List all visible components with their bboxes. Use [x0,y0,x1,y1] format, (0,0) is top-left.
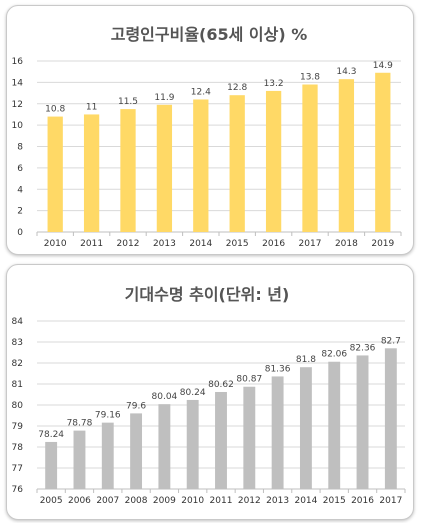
bar [83,114,100,232]
data-label: 10.8 [45,105,65,115]
x-tick-label: 2009 [153,496,176,506]
data-label: 12.8 [227,83,247,93]
bar [45,441,58,489]
y-tick-label: 78 [12,443,24,453]
y-tick-label: 8 [17,143,23,153]
x-tick-label: 2015 [323,496,346,506]
data-label: 12.4 [191,87,211,97]
y-tick-label: 12 [12,100,23,110]
bar [47,116,63,232]
data-label: 82.06 [321,350,347,360]
data-label: 81.36 [265,364,291,374]
x-tick-label: 2007 [96,496,119,506]
x-tick-label: 2012 [238,496,261,506]
bar [375,72,391,232]
bar [186,399,199,489]
data-label: 79.6 [126,401,146,411]
data-label: 80.62 [208,380,234,390]
x-tick-label: 2010 [181,496,204,506]
data-label: 14.9 [373,61,393,71]
elderly-ratio-chart: 고령인구비율(65세 이상) % 0 2 4 6 8 10 12 14 16 10.8 2010 11 2… [12,25,402,249]
data-label: 11.5 [118,97,138,107]
x-tick-label: 2016 [262,239,285,249]
y-tick-label: 81 [12,380,23,390]
bar [302,84,318,232]
data-label: 80.87 [236,375,262,385]
bar [193,99,209,232]
bar [101,422,114,489]
x-tick-label: 2013 [266,496,289,506]
bar [265,90,282,232]
data-label: 78.78 [67,419,93,429]
y-tick-label: 76 [12,485,24,495]
bar [384,348,397,489]
chart-title: 기대수명 추이(단위: 년) [125,285,290,304]
y-tick-label: 77 [12,464,23,474]
x-tick-label: 2014 [294,496,317,506]
bar [338,79,355,232]
x-tick-label: 2006 [68,496,91,506]
data-label: 80.04 [152,392,178,402]
y-tick-label: 82 [12,359,23,369]
data-label: 82.7 [381,336,401,346]
x-tick-label: 2010 [44,239,67,249]
data-label: 14.3 [336,67,356,77]
y-tick-label: 16 [12,57,24,67]
data-label: 11.9 [154,93,174,103]
elderly-ratio-chart-panel: 고령인구비율(65세 이상) % 0 2 4 6 8 10 12 14 16 10.8 2010 11 2… [6,5,414,255]
y-tick-label: 0 [17,228,23,238]
bar [229,95,245,232]
x-tick-label: 2011 [80,239,103,249]
bar [356,355,369,489]
y-tick-label: 2 [17,207,23,217]
data-label: 82.36 [350,343,376,353]
x-tick-label: 2016 [351,496,374,506]
x-tick-label: 2015 [226,239,249,249]
x-tick-label: 2018 [335,239,358,249]
bar [158,404,171,489]
bar [156,104,173,232]
data-label: 80.24 [180,388,206,398]
y-tick-label: 84 [12,317,24,327]
chart-title: 고령인구비율(65세 이상) % [111,25,308,44]
x-tick-label: 2013 [153,239,176,249]
data-label: 11 [86,102,97,112]
y-tick-label: 80 [12,401,24,411]
data-label: 78.24 [38,430,64,440]
y-tick-label: 4 [17,185,23,195]
bar [271,376,284,489]
bar [243,386,256,489]
x-tick-label: 2008 [125,496,148,506]
life-expectancy-chart-panel: 기대수명 추이(단위: 년) 76 77 78 79 80 81 82 83 84 78.24 200… [6,264,414,520]
bar [215,391,227,489]
bar [299,367,312,489]
y-tick-label: 6 [17,164,23,174]
x-tick-label: 2019 [371,239,394,249]
data-label: 13.2 [264,79,284,89]
y-tick-label: 79 [12,422,24,432]
bar [328,361,341,489]
bar [130,413,143,489]
data-label: 13.8 [300,73,320,83]
x-tick-label: 2014 [189,239,212,249]
x-tick-label: 2011 [210,496,233,506]
data-label: 81.8 [296,355,316,365]
y-tick-label: 83 [12,338,23,348]
x-tick-label: 2017 [299,239,322,249]
life-expectancy-chart: 기대수명 추이(단위: 년) 76 77 78 79 80 81 82 83 84 78.24 200… [12,285,406,506]
y-tick-label: 14 [12,78,24,88]
bar [73,430,86,489]
x-tick-label: 2017 [379,496,402,506]
bar [120,109,136,232]
x-tick-label: 2005 [40,496,63,506]
x-tick-label: 2012 [117,239,140,249]
y-tick-label: 10 [12,121,24,131]
data-label: 79.16 [95,411,121,421]
